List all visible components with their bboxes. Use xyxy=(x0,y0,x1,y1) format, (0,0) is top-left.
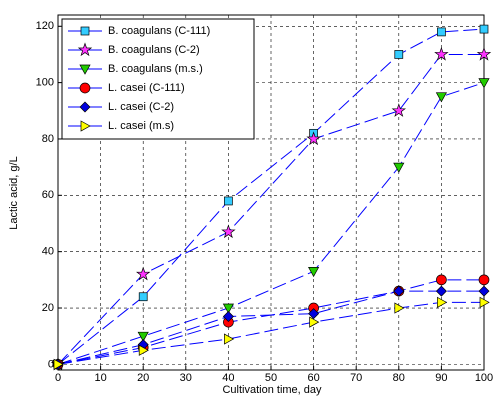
marker xyxy=(394,302,405,314)
marker xyxy=(80,120,91,132)
marker xyxy=(308,308,320,320)
marker xyxy=(435,92,447,103)
x-tick-label: 60 xyxy=(307,372,319,384)
marker xyxy=(79,64,91,75)
marker xyxy=(478,274,490,286)
legend-label: L. casei (C-111) xyxy=(108,82,185,94)
marker xyxy=(478,78,490,89)
legend-label: B. coagulans (C-111) xyxy=(108,25,210,37)
x-tick-label: 80 xyxy=(393,372,405,384)
marker xyxy=(479,296,490,308)
marker xyxy=(308,267,320,278)
marker xyxy=(435,285,447,297)
marker xyxy=(137,331,149,342)
y-tick-label: 60 xyxy=(42,189,54,201)
marker xyxy=(393,162,405,173)
marker xyxy=(437,27,446,37)
x-axis-label: Cultivation time, day xyxy=(222,384,322,396)
x-tick-label: 20 xyxy=(137,372,149,384)
legend-box xyxy=(61,18,255,140)
marker xyxy=(476,46,492,61)
x-tick-label: 10 xyxy=(94,372,106,384)
marker xyxy=(136,266,151,281)
x-tick-label: 70 xyxy=(350,372,362,384)
marker xyxy=(53,358,64,370)
marker xyxy=(221,224,236,239)
marker xyxy=(479,24,489,34)
marker xyxy=(436,274,447,286)
marker xyxy=(478,285,490,297)
x-tick-label: 100 xyxy=(475,372,493,384)
marker xyxy=(77,42,93,57)
marker xyxy=(393,285,405,297)
marker xyxy=(138,292,148,302)
marker xyxy=(309,316,320,328)
marker xyxy=(80,26,90,36)
marker xyxy=(394,50,404,59)
marker xyxy=(224,196,233,206)
marker xyxy=(306,131,321,146)
legend-label: L. casei (C-2) xyxy=(108,101,174,113)
marker xyxy=(222,310,234,322)
y-tick-label: 100 xyxy=(36,77,54,89)
x-tick-label: 40 xyxy=(222,372,234,384)
y-tick-label: 0 xyxy=(48,358,54,370)
x-tick-label: 90 xyxy=(435,372,447,384)
x-tick-label: 30 xyxy=(180,372,192,384)
legend-label: L. casei (m.s) xyxy=(108,120,174,132)
marker xyxy=(434,46,449,61)
marker xyxy=(437,296,448,308)
x-tick-label: 0 xyxy=(55,372,61,384)
marker xyxy=(79,82,91,94)
y-tick-label: 80 xyxy=(42,133,54,145)
y-tick-label: 40 xyxy=(42,246,54,258)
plot-frame xyxy=(57,14,485,371)
y-tick-label: 20 xyxy=(42,302,54,314)
y-axis-label: Lactic acid, g/L xyxy=(8,156,20,229)
marker xyxy=(79,101,91,113)
marker xyxy=(224,333,235,345)
marker xyxy=(138,344,149,356)
legend-label: B. coagulans (m.s.) xyxy=(108,63,203,75)
marker xyxy=(222,303,234,314)
legend-label: B. coagulans (C-2) xyxy=(108,44,200,56)
y-tick-label: 120 xyxy=(36,20,54,32)
x-tick-label: 50 xyxy=(265,372,277,384)
marker xyxy=(391,103,406,117)
